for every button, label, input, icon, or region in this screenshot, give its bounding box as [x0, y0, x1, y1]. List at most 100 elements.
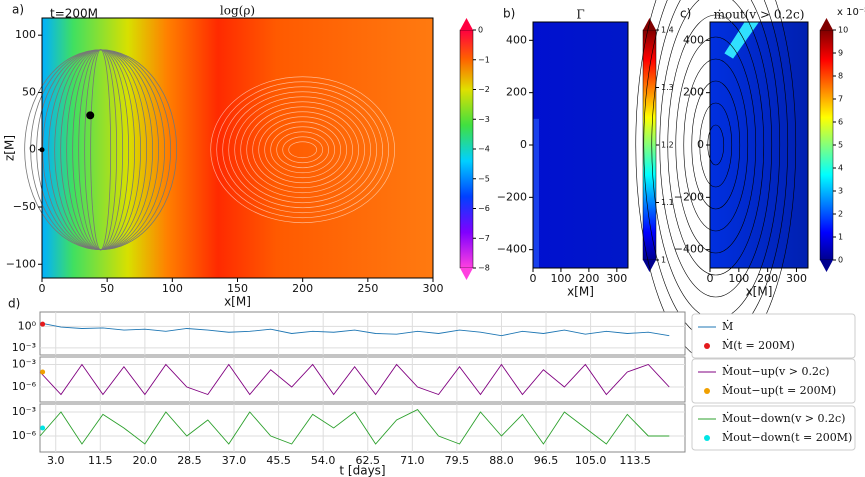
colorbar-extend [820, 260, 833, 272]
colorbar-tick-label: 0 [478, 26, 483, 35]
colorbar-extend [460, 268, 473, 280]
y-tick-label: 0 [697, 138, 704, 151]
colorbar-tick-label: 1 [838, 233, 843, 242]
contour [246, 106, 360, 194]
colorbar-extend [460, 18, 473, 30]
x-axis-label: x[M] [567, 285, 594, 299]
x-tick-label: 50 [100, 282, 114, 295]
contour [270, 126, 336, 174]
heatmap-field [710, 22, 808, 268]
jet-feature [724, 22, 759, 59]
contour [252, 111, 354, 189]
panel-label: a) [12, 3, 24, 17]
colorbar-extend [820, 18, 833, 30]
x-tick-label: 150 [227, 282, 248, 295]
x-axis-label: x[M] [224, 295, 251, 309]
x-tick-label: 300 [423, 282, 444, 295]
subplot-frame [39, 356, 686, 403]
annotation: t=200M [50, 7, 98, 21]
marker [86, 111, 95, 120]
legend-label: Ṁout−up(v > 0.2c) [722, 364, 829, 378]
x-tick-label: 105.0 [575, 454, 607, 467]
jet-feature [533, 118, 539, 268]
colorbar-tick-label: 9 [838, 49, 843, 58]
colorbar-tick-label: −6 [478, 204, 490, 213]
colorbar-tick-label: 3 [838, 187, 843, 196]
colorbar-tick-label: −4 [478, 145, 490, 154]
x-tick-label: 100 [728, 272, 749, 285]
y-tick-label: 400 [506, 33, 527, 46]
x-tick-label: 28.5 [177, 454, 202, 467]
colorbar [642, 29, 657, 261]
colorbar-tick-label: 1.4 [661, 26, 674, 35]
y-tick-label: 10⁻³ [12, 341, 36, 354]
y-tick-label: 10⁰ [18, 319, 37, 332]
colorbar-tick-label: −3 [478, 115, 490, 124]
x-tick-label: 11.5 [88, 454, 113, 467]
x-tick-label: 62.5 [355, 454, 380, 467]
y-axis-label: z[M] [3, 135, 17, 161]
y-tick-label: 0 [29, 143, 36, 156]
contour [240, 101, 366, 199]
heatmap-field [533, 22, 628, 268]
x-axis-label: t [days] [339, 464, 385, 477]
panel-label: b) [503, 7, 515, 21]
colorbar-tick-label: −2 [478, 85, 490, 94]
legend-label: Ṁout−up(t = 200M) [722, 383, 836, 397]
x-tick-label: 300 [606, 272, 627, 285]
contour [699, 102, 733, 188]
colorbar-tick-label: 10 [838, 26, 848, 35]
colorbar-tick-label: −8 [478, 264, 490, 273]
colorbar-tick-label: 4 [838, 164, 843, 173]
y-tick-label: 400 [683, 33, 704, 46]
x-tick-label: 250 [357, 282, 378, 295]
x-tick-label: 200 [757, 272, 778, 285]
y-tick-label: 10⁻⁶ [12, 429, 37, 442]
legend-box [691, 313, 856, 359]
subplot-frame [39, 403, 686, 453]
contour [282, 136, 324, 164]
data-line [39, 363, 670, 396]
y-tick-label: 200 [683, 86, 704, 99]
contour [675, 36, 757, 254]
x-tick-label: 200 [578, 272, 599, 285]
y-tick-label: −200 [497, 190, 527, 203]
legend-box [691, 405, 856, 451]
x-tick-label: 0 [39, 282, 46, 295]
field-line [24, 49, 178, 251]
contour [691, 80, 741, 210]
colorbar-tick-label: 7 [838, 95, 843, 104]
colorbar-tick-label: 1.3 [661, 83, 674, 92]
x-tick-label: 300 [786, 272, 807, 285]
colorbar-tick-label: 1.1 [661, 198, 674, 207]
colorbar-tick-label: 0 [838, 256, 843, 265]
colorbar-tick-label: −5 [478, 174, 490, 183]
data-line [39, 322, 670, 337]
x-tick-label: 79.5 [445, 454, 470, 467]
x-axis-label: x[M] [746, 285, 773, 299]
legend-box [691, 358, 856, 404]
colorbar [459, 29, 474, 269]
x-tick-label: 54.0 [311, 454, 336, 467]
contour [276, 131, 330, 169]
legend-label: Ṁ [722, 319, 733, 333]
y-tick-label: −100 [6, 257, 36, 270]
panel-title: ṁout(v > 0.2c) [714, 8, 805, 22]
x-tick-label: 113.5 [619, 454, 651, 467]
legend-label: Ṁout−down(v > 0.2c) [722, 411, 845, 425]
panel-label: d) [8, 297, 20, 311]
legend-swatch [704, 435, 710, 441]
colorbar-tick-label: 1.2 [661, 141, 674, 150]
x-tick-label: 45.5 [266, 454, 291, 467]
contour [288, 141, 318, 159]
y-tick-label: 10⁻³ [12, 405, 36, 418]
contour [258, 116, 348, 184]
x-tick-label: 0 [530, 272, 537, 285]
panel-title: Γ [576, 8, 584, 22]
colorbar-tick-label: −1 [478, 55, 490, 64]
contour [222, 86, 384, 214]
contour [234, 96, 372, 204]
x-tick-label: 96.5 [534, 454, 559, 467]
x-tick-label: 88.0 [489, 454, 514, 467]
